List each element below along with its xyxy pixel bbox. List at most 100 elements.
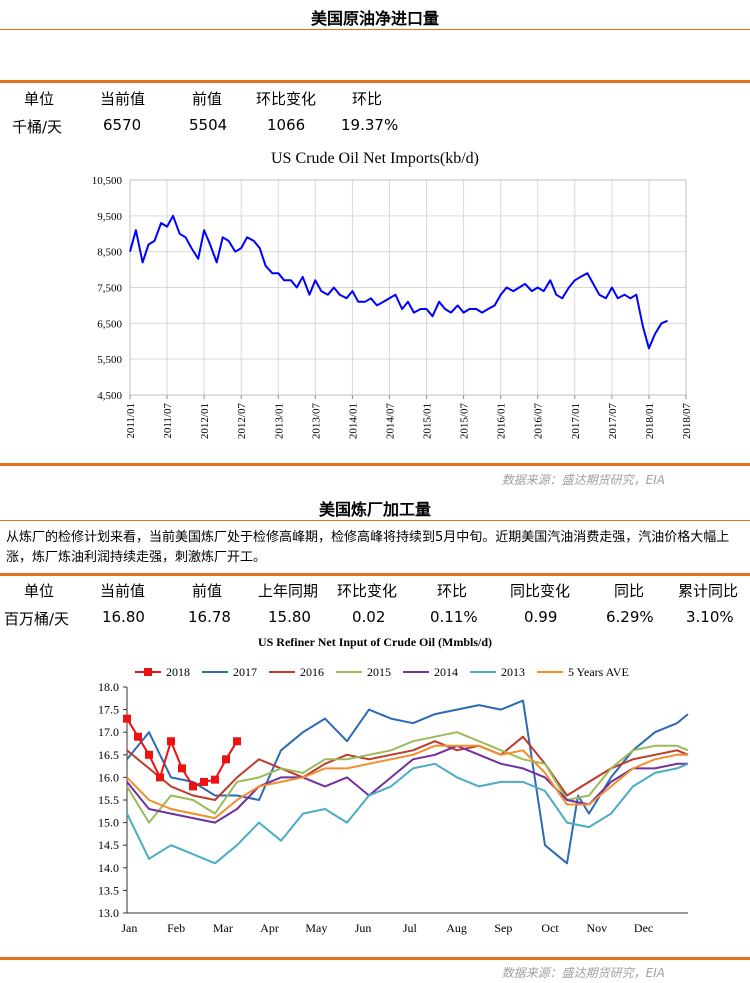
header-unit: 单位 — [24, 90, 55, 108]
chart2-series-line — [126, 731, 689, 824]
chart2-legend-marker — [144, 668, 152, 676]
chart2-point-marker — [200, 777, 208, 786]
chart1-x-tick-label: 2013/07 — [310, 403, 322, 440]
chart1-x-tick-label: 2011/01 — [125, 403, 137, 439]
section1-table-top-rule — [0, 80, 750, 83]
chart2-legend-label: 2015 — [367, 665, 391, 679]
chart2-point-marker — [178, 764, 186, 773]
chart2-y-tick-label: 18.0 — [98, 680, 119, 694]
chart2-point-marker — [233, 737, 241, 746]
chart2-legend-label: 2016 — [300, 665, 324, 679]
chart2-legend-label: 2013 — [501, 665, 525, 679]
chart2-legend-label: 2018 — [166, 665, 190, 679]
section2-commentary: 从炼厂的检修计划来看，当前美国炼厂处于检修高峰期，检修高峰将持续到5月中旬。近期… — [6, 530, 730, 565]
header-previous: 前值 — [192, 90, 223, 108]
header-current-2: 当前值 — [100, 582, 146, 600]
header-unit-2: 单位 — [24, 582, 55, 600]
chart1-x-tick-label: 2011/07 — [162, 403, 174, 439]
section2-table-top-rule — [0, 573, 750, 576]
chart2-x-tick-label: Feb — [167, 921, 185, 935]
chart2-y-tick-label: 17.0 — [98, 725, 119, 739]
chart2-y-tick-label: 16.0 — [98, 770, 119, 784]
refiner-input-chart: US Refiner Net Input of Crude Oil (Mmbls… — [98, 635, 689, 935]
value-change: 1066 — [267, 116, 306, 134]
chart1-x-tick-label: 2016/01 — [496, 403, 508, 439]
header-pct-2: 环比 — [437, 582, 468, 600]
chart1-x-tick-label: 2012/07 — [236, 403, 248, 440]
chart2-legend-label: 2017 — [233, 665, 257, 679]
value-previous-2: 16.78 — [188, 608, 231, 626]
chart2-point-marker — [222, 755, 230, 764]
chart1-y-tick-label: 8,500 — [97, 247, 122, 259]
header-current: 当前值 — [100, 90, 146, 108]
chart2-series-line — [126, 762, 689, 865]
chart2-x-tick-label: Dec — [634, 921, 653, 935]
chart2-x-tick-label: May — [305, 921, 327, 935]
chart1-x-tick-label: 2015/07 — [459, 403, 471, 440]
chart2-x-tick-label: Oct — [541, 921, 559, 935]
chart2-x-tick-label: Sep — [494, 921, 512, 935]
value-pct-2: 0.11% — [430, 608, 478, 626]
chart1-y-tick-label: 7,500 — [97, 283, 122, 295]
chart2-title: US Refiner Net Input of Crude Oil (Mmbls… — [258, 635, 492, 649]
chart2-series-line — [126, 744, 688, 824]
value-current: 6570 — [103, 116, 142, 134]
chart2-point-marker — [189, 782, 197, 791]
chart2-x-tick-label: Jul — [403, 921, 418, 935]
chart1-x-tick-label: 2013/01 — [273, 403, 285, 439]
chart1-x-tick-label: 2018/07 — [681, 403, 693, 440]
chart1-y-tick-label: 9,500 — [97, 211, 122, 223]
value-last-year-2: 15.80 — [268, 608, 311, 626]
chart1-title: US Crude Oil Net Imports(kb/d) — [271, 150, 479, 167]
chart1-x-tick-label: 2017/07 — [607, 403, 619, 440]
value-cum-yoy-2: 3.10% — [686, 608, 734, 626]
section2-title-rule — [0, 520, 750, 521]
chart1-y-tick-label: 5,500 — [97, 354, 122, 366]
value-current-2: 16.80 — [102, 608, 145, 626]
chart2-y-tick-label: 16.5 — [98, 748, 119, 762]
header-change: 环比变化 — [256, 90, 317, 108]
value-yoy-2: 6.29% — [606, 608, 654, 626]
chart2-x-tick-label: Jan — [121, 921, 137, 935]
chart1-x-tick-label: 2018/01 — [644, 403, 656, 439]
chart2-y-tick-label: 15.5 — [98, 793, 119, 807]
section2-title: 美国炼厂加工量 — [318, 500, 431, 519]
section1-source: 数据来源：盛达期货研究，EIA — [501, 473, 665, 487]
section1-title-rule — [0, 29, 750, 30]
chart1-x-tick-label: 2014/07 — [384, 403, 396, 440]
chart1-y-tick-label: 6,500 — [97, 318, 122, 330]
section2-source: 数据来源：盛达期货研究，EIA — [501, 966, 665, 980]
header-last-year-2: 上年同期 — [258, 582, 319, 600]
value-unit: 千桶/天 — [12, 118, 63, 136]
chart2-x-tick-label: Jun — [355, 921, 372, 935]
header-yoy-change-2: 同比变化 — [510, 582, 571, 600]
chart1-series-line — [129, 214, 668, 350]
header-change-2: 环比变化 — [337, 582, 398, 600]
chart1-y-tick-label: 4,500 — [97, 390, 122, 402]
value-previous: 5504 — [189, 116, 228, 134]
section1-bottom-rule — [0, 463, 750, 466]
chart2-point-marker — [145, 750, 153, 759]
value-change-2: 0.02 — [352, 608, 386, 626]
chart1-x-tick-label: 2014/01 — [347, 403, 359, 439]
chart2-x-tick-label: Mar — [213, 921, 233, 935]
chart2-y-tick-label: 14.5 — [98, 838, 119, 852]
crude-imports-chart: US Crude Oil Net Imports(kb/d) 10,500 9,50… — [92, 150, 693, 440]
chart2-x-tick-label: Aug — [446, 921, 467, 935]
chart2-y-tick-label: 14.0 — [98, 861, 119, 875]
section1-title: 美国原油净进口量 — [310, 9, 439, 28]
value-pct: 19.37% — [341, 116, 399, 134]
value-yoy-change-2: 0.99 — [524, 608, 558, 626]
chart2-y-tick-label: 17.5 — [98, 703, 119, 717]
chart2-legend-label: 5 Years AVE — [568, 665, 629, 679]
chart2-series-line — [126, 718, 238, 788]
chart2-series-line — [126, 735, 689, 801]
value-unit-2: 百万桶/天 — [4, 610, 70, 628]
chart2-point-marker — [123, 714, 131, 723]
section2-bottom-rule — [0, 957, 750, 960]
chart1-x-tick-label: 2012/01 — [199, 403, 211, 439]
chart2-y-tick-label: 13.0 — [98, 906, 119, 920]
chart2-y-tick-label: 15.0 — [98, 816, 119, 830]
header-pct: 环比 — [352, 90, 383, 108]
chart2-legend-label: 2014 — [434, 665, 458, 679]
